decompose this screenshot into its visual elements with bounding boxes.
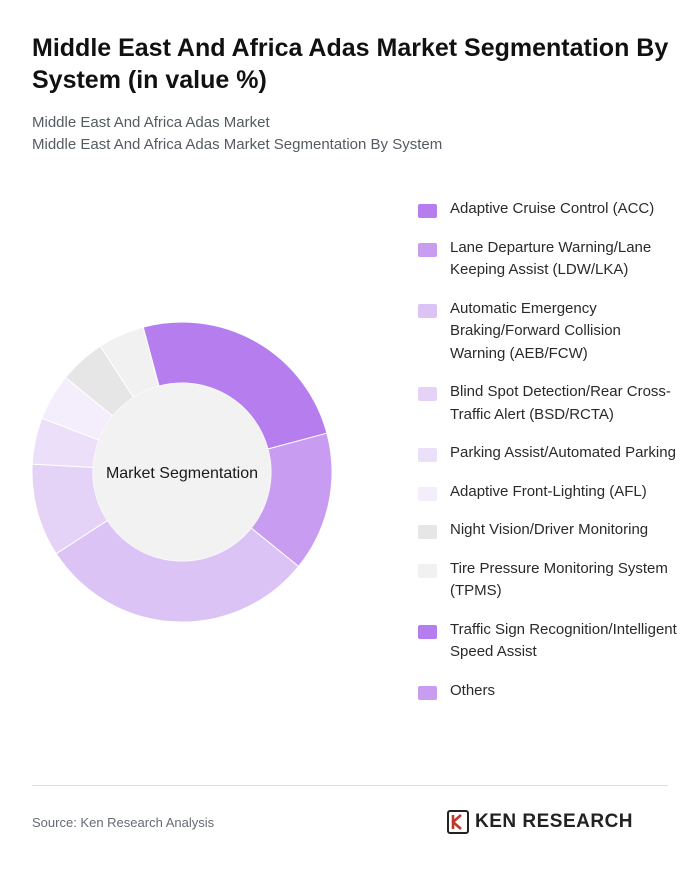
legend-item[interactable]: Others [418, 680, 680, 703]
legend-label: Adaptive Front-Lighting (AFL) [450, 482, 647, 500]
legend-swatch [418, 685, 437, 700]
footer-divider [32, 785, 668, 786]
legend-item[interactable]: Blind Spot Detection/Rear Cross-Traffic … [418, 381, 680, 426]
source-note: Source: Ken Research Analysis [32, 815, 215, 830]
legend-item[interactable]: Adaptive Cruise Control (ACC) [418, 198, 680, 221]
chart-legend: Adaptive Cruise Control (ACC) Lane Depart… [418, 198, 680, 718]
legend-swatch [418, 448, 437, 462]
donut-chart: Market Segmentation [31, 321, 333, 623]
legend-swatch [418, 486, 437, 501]
legend-label: Others [450, 681, 496, 699]
legend-item[interactable]: Adaptive Front-Lighting (AFL) [418, 481, 680, 504]
chart-subtitle: Middle East And Africa Adas Market Middl… [32, 112, 672, 156]
legend-swatch [418, 242, 437, 257]
legend-label: Traffic Sign Recognition/Intelligent Spe… [450, 620, 677, 661]
legend-label: Night Vision/Driver Monitoring [450, 521, 649, 538]
legend-label: Automatic Emergency Braking/Forward Coll… [450, 299, 621, 362]
subtitle-market: Middle East And Africa Adas Market [32, 114, 270, 131]
legend-swatch [418, 387, 437, 401]
legend-item[interactable]: Automatic Emergency Braking/Forward Coll… [418, 298, 680, 366]
legend-label: Lane Departure Warning/Lane Keeping Assi… [450, 238, 652, 279]
legend-swatch [418, 563, 437, 578]
legend-item[interactable]: Traffic Sign Recognition/Intelligent Spe… [418, 619, 680, 664]
legend-item[interactable]: Lane Departure Warning/Lane Keeping Assi… [418, 237, 680, 282]
legend-swatch [418, 624, 437, 639]
ken-research-logo-text: KEN RESEARCH [475, 811, 634, 832]
legend-item[interactable]: Tire Pressure Monitoring System (TPMS) [418, 558, 680, 603]
legend-label: Blind Spot Detection/Rear Cross-Traffic … [450, 383, 671, 423]
legend-swatch [418, 303, 437, 318]
legend-item[interactable]: Parking Assist/Automated Parking [418, 442, 680, 465]
donut-center [93, 383, 271, 561]
chart-title: Middle East And Africa Adas Market Segme… [32, 34, 669, 94]
legend-label: Adaptive Cruise Control (ACC) [450, 200, 655, 217]
ken-research-logo: KEN RESEARCH [447, 810, 633, 834]
legend-swatch [418, 204, 437, 218]
legend-swatch [418, 525, 437, 539]
legend-item[interactable]: Night Vision/Driver Monitoring [418, 519, 680, 542]
subtitle-segmentation: Middle East And Africa Adas Market Segme… [32, 136, 443, 153]
donut-center-label: Market Segmentation [106, 465, 258, 482]
legend-label: Parking Assist/Automated Parking [450, 444, 676, 461]
ken-research-logo-icon [447, 810, 469, 834]
legend-label: Tire Pressure Monitoring System (TPMS) [450, 559, 668, 600]
